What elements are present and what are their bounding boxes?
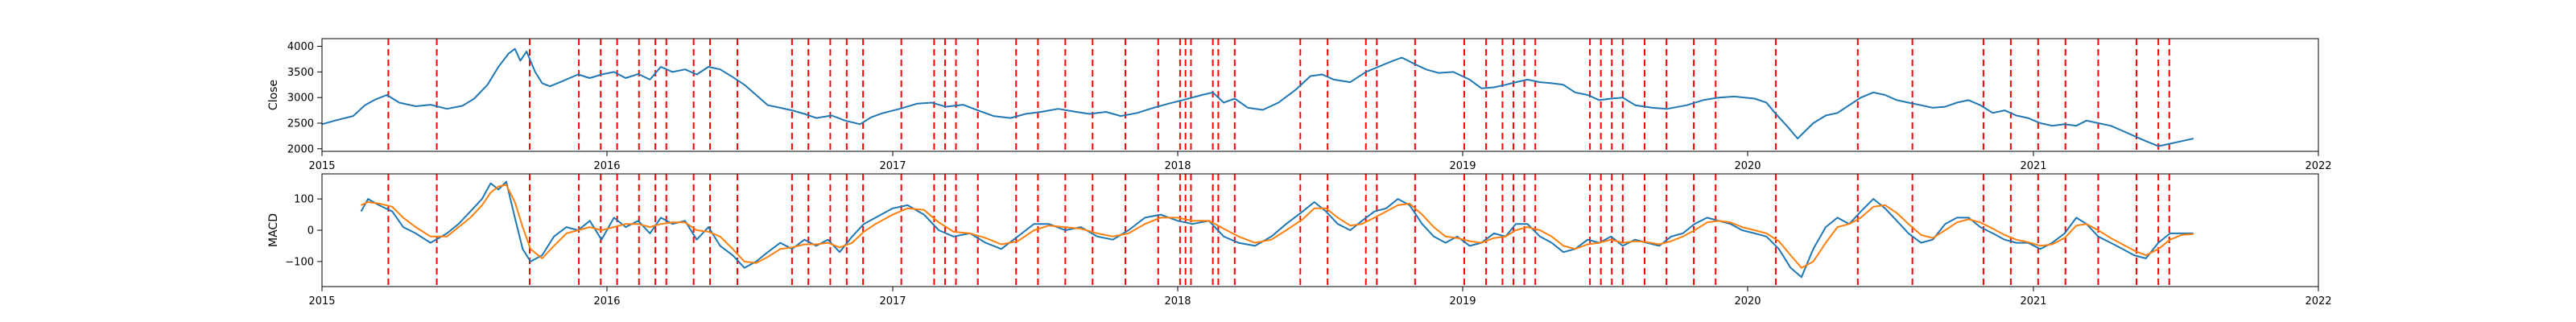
x-tick-label: 2018	[1164, 295, 1191, 308]
y-tick-label: 0	[308, 225, 314, 237]
y-tick-label: 2500	[287, 118, 314, 130]
close-y-axis-label: Close	[267, 80, 280, 110]
macd-x-ticks: 2015 2016 2017 2018 2019 2020 2021 2022	[308, 287, 2332, 308]
close-x-ticks: 2015 2016 2017 2018 2019 2020 2021 2022	[308, 151, 2332, 172]
x-tick-label: 2021	[2020, 295, 2046, 308]
close-series-group	[321, 47, 2194, 147]
macd-series-group	[360, 180, 2194, 279]
y-tick-label: 4000	[287, 41, 314, 53]
macd-y-ticks: −100 0 100	[285, 194, 322, 268]
x-tick-label: 2018	[1164, 160, 1191, 172]
close-price-panel: 2015 2016 2017 2018 2019 2020 2021 2022 2000 250…	[267, 38, 2332, 172]
close-event-lines	[387, 39, 2170, 151]
x-tick-label: 2022	[2305, 295, 2331, 308]
x-tick-label: 2019	[1449, 295, 1476, 308]
macd-panel: 2015 2016 2017 2018 2019 2020 2021 2022 −100 0 10…	[267, 173, 2332, 308]
y-tick-label: 2000	[287, 143, 314, 155]
y-tick-label: 3000	[287, 93, 314, 105]
x-tick-label: 2021	[2020, 160, 2046, 172]
x-tick-label: 2020	[1734, 160, 1761, 172]
x-tick-label: 2019	[1449, 160, 1476, 172]
close-price-line	[321, 47, 2194, 147]
y-tick-label: 3500	[287, 67, 314, 79]
x-tick-label: 2016	[593, 295, 620, 308]
close-y-ticks: 2000 2500 3000 3500 4000	[287, 41, 322, 155]
macd-signal-line	[361, 184, 2194, 269]
x-tick-label: 2017	[879, 295, 906, 308]
x-tick-label: 2016	[593, 160, 620, 172]
close-axes-frame	[321, 38, 2319, 152]
x-tick-label: 2020	[1734, 295, 1761, 308]
x-tick-label: 2015	[308, 160, 335, 172]
x-tick-label: 2015	[308, 295, 335, 308]
x-tick-label: 2022	[2305, 160, 2331, 172]
macd-y-axis-label: MACD	[267, 213, 280, 247]
y-tick-label: 100	[294, 194, 314, 206]
x-tick-label: 2017	[879, 160, 906, 172]
y-tick-label: −100	[285, 256, 314, 268]
